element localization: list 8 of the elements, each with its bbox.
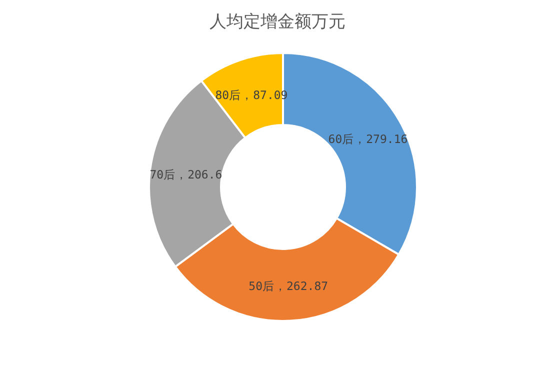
data-label: ，262.87 [274,278,328,293]
slice-label: 80后 [215,88,242,102]
data-label: ，279.16 [354,132,408,146]
slice-label: 60后 [328,132,354,146]
slice-label: 70后 [150,167,176,182]
data-label: ，206.6 [176,167,222,182]
chart-title: 人均定增金额万元 [210,12,346,32]
slice-label: 50后 [248,278,275,293]
